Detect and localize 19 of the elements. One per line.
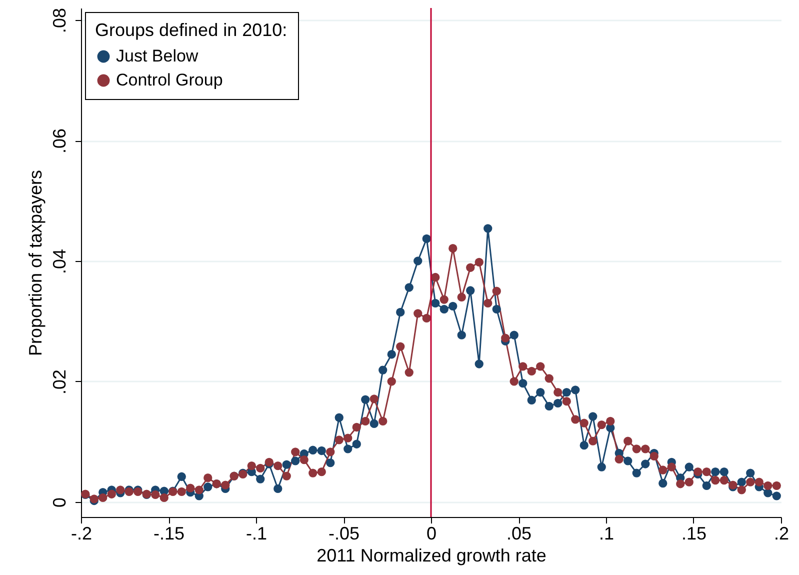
x-tick-label: .1 — [598, 524, 614, 544]
y-tick-label: .02 — [50, 369, 70, 394]
x-tick-label: .05 — [506, 524, 532, 544]
y-tick-label: .04 — [50, 248, 70, 274]
x-tick-label: 0 — [426, 524, 437, 544]
x-tick-label: .15 — [681, 524, 707, 544]
legend-title: Groups defined in 2010: — [95, 20, 288, 40]
x-axis-title: 2011 Normalized growth rate — [316, 546, 546, 566]
y-tick-label: .06 — [50, 128, 70, 154]
x-tick-label: -.1 — [246, 524, 268, 544]
x-tick-label: -.05 — [328, 524, 360, 544]
y-tick-label: .08 — [50, 8, 70, 34]
legend-label: Control Group — [116, 70, 223, 90]
y-axis-title: Proportion of taxpayers — [26, 170, 46, 356]
y-tick-label: 0 — [50, 497, 70, 508]
x-tick-label: -.15 — [153, 524, 185, 544]
x-tick-label: .2 — [774, 524, 790, 544]
x-tick-label: -.2 — [70, 524, 92, 544]
legend-label: Just Below — [116, 46, 199, 66]
